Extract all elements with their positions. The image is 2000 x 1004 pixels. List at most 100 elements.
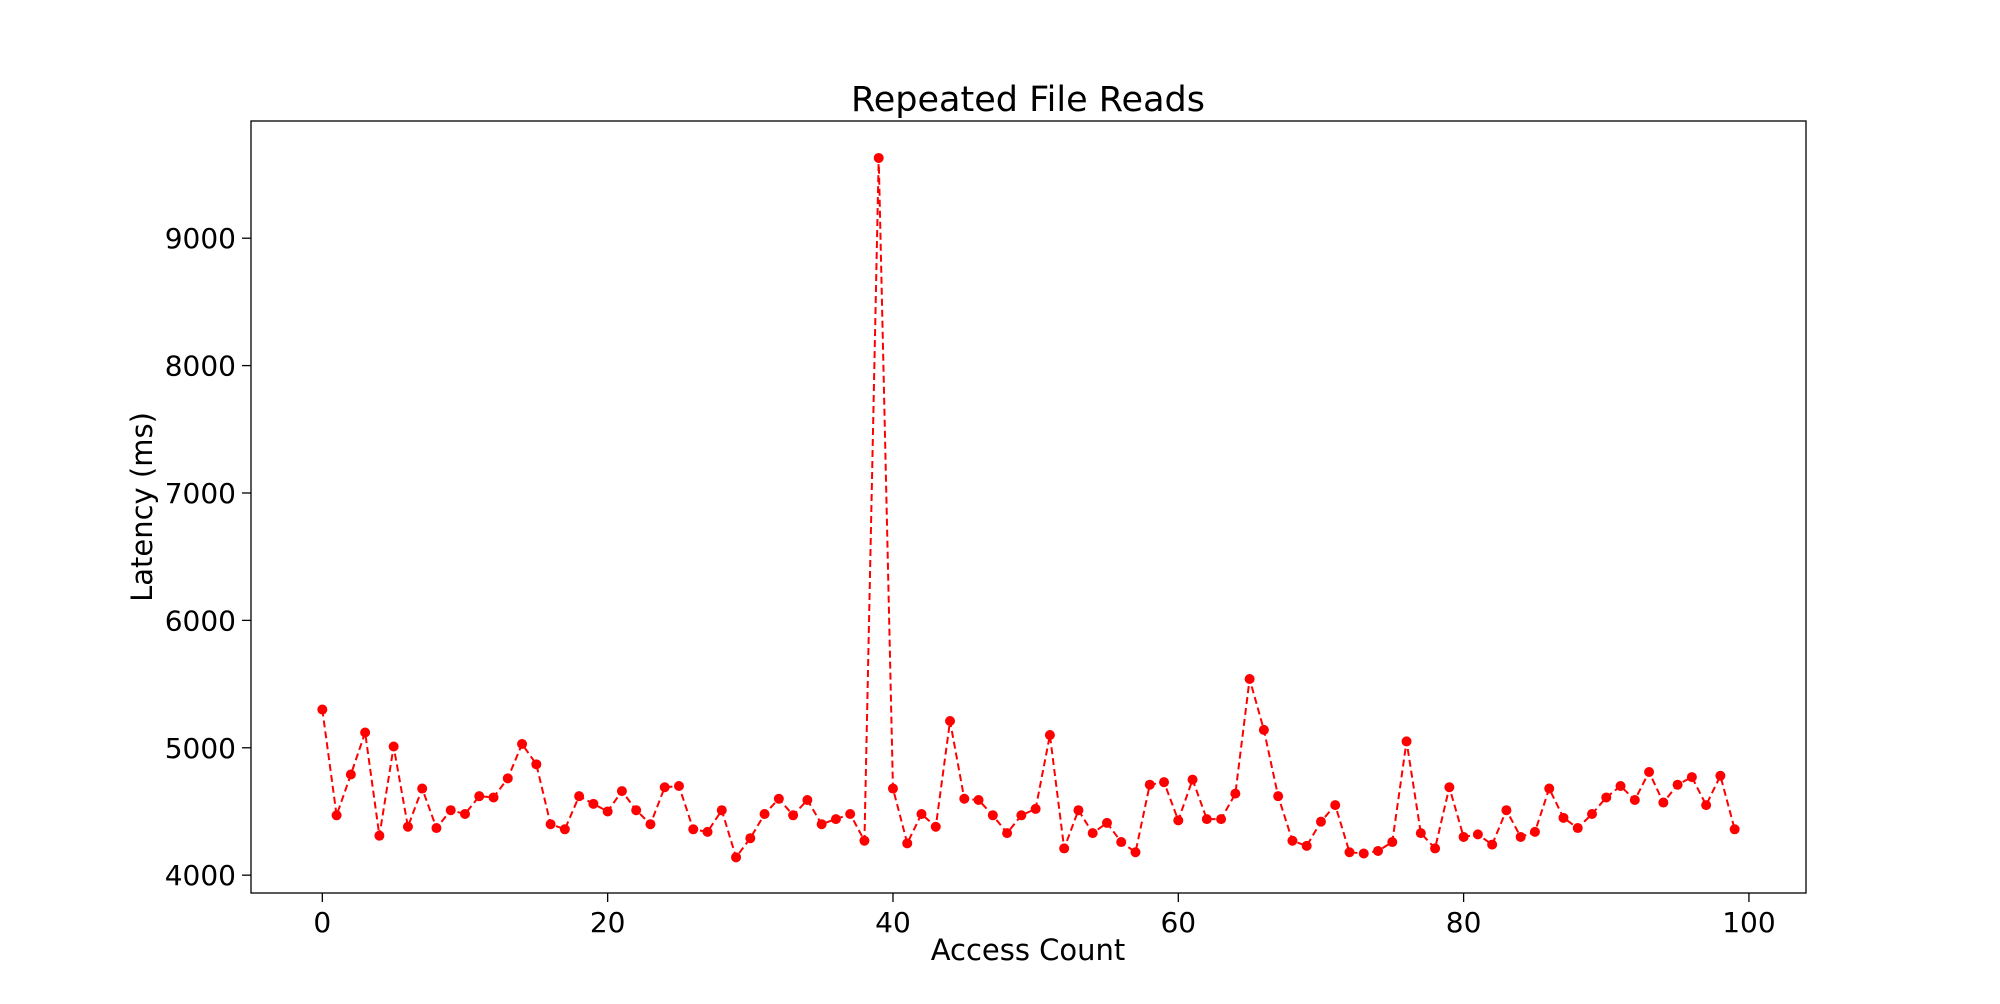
data-point: [1144, 779, 1155, 790]
data-point: [830, 814, 841, 825]
data-point: [1529, 826, 1540, 837]
data-point: [388, 741, 399, 752]
data-point: [1672, 779, 1683, 790]
data-point: [702, 826, 713, 837]
data-point: [1458, 831, 1469, 842]
x-tick-label: 80: [1446, 906, 1482, 939]
data-point: [517, 738, 528, 749]
data-point: [1644, 766, 1655, 777]
series-latency: [317, 152, 1740, 863]
data-point: [445, 805, 456, 816]
data-point: [574, 791, 585, 802]
data-point: [631, 805, 642, 816]
data-point: [559, 824, 570, 835]
data-point: [1629, 795, 1640, 806]
data-point: [916, 809, 927, 820]
data-point: [1073, 805, 1084, 816]
data-point: [1287, 835, 1298, 846]
data-point: [659, 782, 670, 793]
data-point: [1587, 809, 1598, 820]
data-point: [474, 791, 485, 802]
data-point: [616, 786, 627, 797]
data-point: [1544, 783, 1555, 794]
plot-frame: [250, 120, 1807, 894]
data-point: [1002, 828, 1013, 839]
data-point: [502, 773, 513, 784]
data-point: [1344, 847, 1355, 858]
data-point: [402, 821, 413, 832]
data-point: [1315, 816, 1326, 827]
data-point: [1572, 823, 1583, 834]
data-point: [1301, 840, 1312, 851]
data-point: [1501, 805, 1512, 816]
data-point: [845, 809, 856, 820]
chart-title: Repeated File Reads: [851, 80, 1205, 120]
data-point: [331, 810, 342, 821]
data-point: [887, 783, 898, 794]
data-point: [360, 727, 371, 738]
data-point: [959, 793, 970, 804]
data-point: [1016, 810, 1027, 821]
data-point: [1729, 824, 1740, 835]
data-point: [1373, 845, 1384, 856]
data-point: [759, 809, 770, 820]
data-point: [1601, 792, 1612, 803]
data-point: [716, 805, 727, 816]
data-point: [973, 795, 984, 806]
data-point: [1472, 829, 1483, 840]
data-point: [673, 780, 684, 791]
data-point: [545, 819, 556, 830]
data-point: [1401, 736, 1412, 747]
data-point: [1230, 788, 1241, 799]
x-tick-label: 100: [1722, 906, 1775, 939]
data-point: [1059, 843, 1070, 854]
data-point: [1216, 814, 1227, 825]
data-point: [1358, 848, 1369, 859]
data-point: [602, 806, 613, 817]
data-point: [1615, 780, 1626, 791]
data-point: [1273, 791, 1284, 802]
data-point: [788, 810, 799, 821]
data-point: [1258, 724, 1269, 735]
data-point: [1715, 770, 1726, 781]
x-tick-label: 0: [313, 906, 331, 939]
x-axis-title: Access Count: [931, 933, 1126, 967]
y-tick-label: 8000: [165, 350, 236, 383]
data-point: [802, 795, 813, 806]
data-point: [731, 852, 742, 863]
data-point: [1444, 782, 1455, 793]
x-tick-label: 60: [1160, 906, 1196, 939]
data-point: [1558, 812, 1569, 823]
data-point: [531, 759, 542, 770]
data-point: [1130, 847, 1141, 858]
data-point: [1187, 774, 1198, 785]
x-axis-ticks: 0 20 40 60 80 100: [313, 893, 1776, 939]
data-point: [1116, 837, 1127, 848]
data-point: [930, 821, 941, 832]
data-point: [1515, 831, 1526, 842]
data-point: [1487, 839, 1498, 850]
data-point: [1387, 837, 1398, 848]
data-point: [1201, 814, 1212, 825]
data-point: [1101, 817, 1112, 828]
y-tick-label: 9000: [165, 222, 236, 255]
data-point: [688, 824, 699, 835]
data-point: [645, 819, 656, 830]
series-line: [321, 157, 1736, 860]
data-point: [1173, 815, 1184, 826]
data-point: [1244, 673, 1255, 684]
data-point: [902, 838, 913, 849]
data-point: [1415, 828, 1426, 839]
y-tick-label: 5000: [165, 732, 236, 765]
data-point: [1658, 797, 1669, 808]
data-point: [374, 830, 385, 841]
y-axis-title: Latency (ms): [125, 412, 159, 602]
data-point: [873, 152, 884, 163]
data-point: [1030, 803, 1041, 814]
data-point: [1087, 828, 1098, 839]
data-point: [459, 809, 470, 820]
data-point: [317, 704, 328, 715]
data-point: [488, 792, 499, 803]
